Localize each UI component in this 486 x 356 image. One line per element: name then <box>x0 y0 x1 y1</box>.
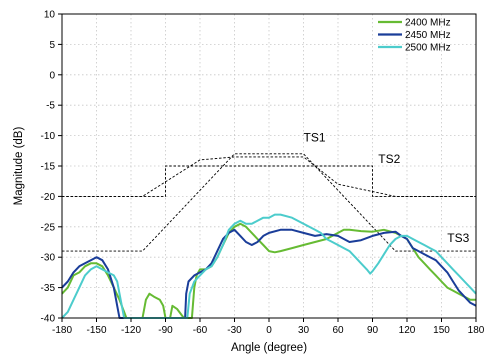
x-tick-label: 150 <box>433 325 450 336</box>
x-tick-label: -30 <box>227 325 242 336</box>
x-axis-label: Angle (degree) <box>231 342 307 354</box>
data-series <box>61 213 477 319</box>
annotation-ts1: TS1 <box>304 131 326 145</box>
x-tick-label: -90 <box>158 325 173 336</box>
y-tick-label: -10 <box>41 131 56 142</box>
template-masks <box>62 153 476 252</box>
x-tick-label: -150 <box>86 325 106 336</box>
annotations: TS1 TS2 TS3 <box>304 131 470 245</box>
template-ts3 <box>62 156 476 197</box>
legend-label: 2500 MHz <box>405 43 451 54</box>
y-tick-label: -25 <box>41 222 56 233</box>
y-tick-label: 5 <box>49 40 55 51</box>
y-tick-label: -35 <box>41 283 56 294</box>
y-tick-label: -15 <box>41 162 56 173</box>
template-ts1 <box>62 153 476 252</box>
y-tick-label: -30 <box>41 253 56 264</box>
x-tick-label: -120 <box>121 325 141 336</box>
x-tick-label: 180 <box>468 325 485 336</box>
x-tick-label: 60 <box>332 325 344 336</box>
y-tick-label: -40 <box>41 314 56 325</box>
y-tick-label: -20 <box>41 192 56 203</box>
y-axis-label: Magnitude (dB) <box>13 127 25 206</box>
series-line-2 <box>61 213 477 319</box>
axis-ticks: -180 -150 -120 -90 -60 -30 0 30 60 90 120 150 180-40… <box>41 10 485 337</box>
legend-label: 2400 MHz <box>405 18 451 29</box>
y-tick-label: -5 <box>46 101 55 112</box>
annotation-ts2: TS2 <box>378 152 400 166</box>
x-tick-label: 90 <box>367 325 379 336</box>
x-tick-label: 30 <box>298 325 310 336</box>
x-tick-label: 0 <box>266 325 272 336</box>
y-tick-label: 0 <box>49 70 55 81</box>
x-tick-label: -60 <box>193 325 208 336</box>
y-tick-label: 10 <box>44 10 56 21</box>
template-ts2 <box>62 165 476 197</box>
x-tick-label: 120 <box>399 325 416 336</box>
annotation-ts3: TS3 <box>447 231 469 245</box>
x-tick-label: -180 <box>52 325 72 336</box>
legend-label: 2450 MHz <box>405 30 451 41</box>
series-line-1 <box>61 228 477 319</box>
